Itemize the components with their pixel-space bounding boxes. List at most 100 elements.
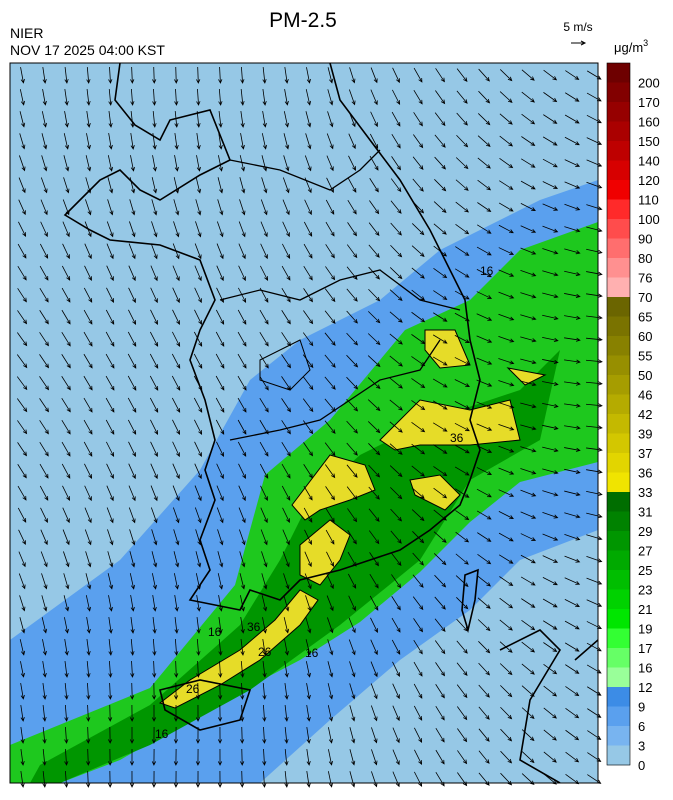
- wind-arrow: [586, 621, 602, 629]
- wind-arrow: [455, 510, 470, 521]
- wind-arrow: [284, 661, 289, 678]
- wind-arrow: [152, 638, 157, 656]
- wind-arrow: [39, 243, 49, 259]
- wind-arrow: [498, 489, 515, 497]
- wind-arrow: [240, 133, 245, 150]
- wind-arrow: [61, 354, 71, 369]
- wind-arrow: [585, 403, 603, 408]
- wind-arrow: [542, 468, 559, 475]
- wind-arrow: [240, 682, 245, 700]
- wind-arrow: [106, 221, 114, 238]
- wind-arrow: [237, 397, 247, 413]
- wind-arrow: [63, 133, 70, 150]
- wind-arrow: [173, 221, 180, 238]
- wind-arrow: [306, 727, 311, 744]
- wind-arrow: [217, 529, 224, 546]
- wind-arrow: [564, 381, 581, 386]
- wind-arrow: [173, 682, 179, 700]
- wind-arrow: [371, 749, 378, 766]
- wind-arrow: [42, 67, 47, 84]
- wind-arrow: [304, 177, 312, 194]
- wind-arrow: [389, 289, 403, 301]
- wind-arrow: [16, 376, 28, 391]
- wind-arrow: [218, 155, 223, 172]
- wind-arrow: [237, 309, 247, 325]
- wind-arrow: [238, 265, 246, 282]
- wind-arrow: [18, 529, 26, 546]
- wind-arrow: [237, 441, 247, 457]
- wind-arrow: [412, 178, 424, 192]
- wind-arrow: [411, 267, 425, 279]
- field-darkgreen: [30, 350, 560, 783]
- colorbar-label: 65: [638, 310, 652, 325]
- wind-arrow: [196, 682, 201, 700]
- wind-arrow: [564, 337, 581, 342]
- wind-arrow: [327, 111, 334, 128]
- wind-arrow: [151, 221, 158, 238]
- wind-arrow: [217, 199, 224, 216]
- wind-arrow: [260, 507, 268, 524]
- wind-arrow: [259, 376, 269, 391]
- wind-arrow: [107, 573, 114, 590]
- wind-arrow: [195, 770, 201, 788]
- wind-arrow: [259, 419, 269, 435]
- wind-arrow: [218, 88, 223, 106]
- wind-arrow: [262, 748, 267, 766]
- wind-arrow: [346, 310, 358, 324]
- wind-arrow: [19, 133, 26, 150]
- wind-arrow: [86, 748, 91, 766]
- colorbar-label: 46: [638, 388, 652, 403]
- wind-arrow: [282, 551, 290, 568]
- wind-arrow: [368, 288, 381, 302]
- wind-arrow: [392, 705, 400, 722]
- wind-arrow: [240, 595, 245, 612]
- wind-arrow: [478, 641, 491, 654]
- wind-arrow: [42, 639, 47, 656]
- colorbar-label: 39: [638, 427, 652, 442]
- wind-arrow: [455, 201, 469, 213]
- colorbar-segment: [607, 433, 630, 454]
- wind-arrow: [195, 177, 202, 194]
- colorbar-label: 25: [638, 563, 652, 578]
- wind-arrow: [19, 617, 26, 634]
- wind-arrow: [108, 660, 113, 678]
- wind-arrow: [433, 245, 448, 257]
- wind-arrow: [303, 243, 313, 259]
- wind-arrow: [262, 726, 267, 744]
- colorbar-label: 37: [638, 446, 652, 461]
- wind-arrow: [498, 358, 515, 365]
- wind-arrow: [586, 469, 603, 474]
- wind-arrow: [454, 444, 470, 454]
- wind-arrow: [39, 265, 49, 281]
- colorbar-label: 70: [638, 290, 652, 305]
- contour-label: 16: [480, 264, 494, 278]
- wind-arrow: [392, 771, 400, 788]
- wind-arrow: [543, 707, 557, 719]
- wind-arrow: [435, 727, 445, 743]
- wind-arrow: [217, 704, 223, 722]
- wind-arrow: [498, 202, 514, 212]
- wind-arrow: [302, 332, 314, 347]
- wind-arrow: [564, 468, 581, 475]
- wind-arrow: [411, 289, 426, 301]
- wind-arrow: [434, 618, 446, 632]
- wind-arrow: [392, 89, 401, 105]
- wind-arrow: [16, 354, 28, 369]
- wind-arrow: [542, 270, 559, 277]
- wind-arrow: [152, 111, 157, 128]
- wind-arrow: [215, 353, 225, 369]
- wind-arrow: [411, 509, 425, 522]
- wind-arrow: [42, 771, 47, 788]
- wind-arrow: [476, 313, 493, 321]
- wind-arrow: [370, 661, 378, 678]
- wind-arrow: [171, 397, 181, 413]
- wind-arrow: [61, 398, 71, 413]
- wind-arrow: [128, 287, 136, 304]
- wind-arrow: [260, 529, 268, 546]
- wind-arrow: [564, 620, 580, 630]
- wind-arrow: [20, 727, 25, 744]
- wind-arrow: [238, 529, 246, 546]
- wind-arrow: [195, 748, 201, 766]
- wind-arrow: [215, 397, 225, 413]
- wind-arrow: [194, 485, 202, 502]
